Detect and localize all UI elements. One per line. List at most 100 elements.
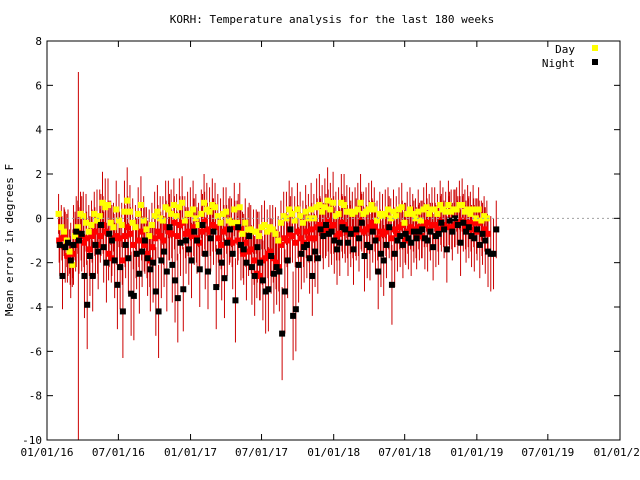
data-point-night	[457, 239, 464, 246]
data-point-night	[441, 226, 448, 233]
data-point-night	[237, 241, 244, 248]
data-point-night	[446, 217, 453, 224]
data-point-day	[264, 228, 271, 235]
data-point-day	[291, 217, 298, 224]
data-point-day	[406, 206, 413, 213]
data-point-day	[324, 197, 331, 204]
y-tick-label: -10	[22, 434, 42, 447]
data-point-night	[64, 239, 71, 246]
data-point-night	[290, 312, 297, 319]
data-point-day	[368, 202, 375, 209]
data-point-day	[390, 208, 397, 215]
data-point-mean	[157, 233, 164, 240]
data-point-night	[240, 246, 247, 253]
data-point-mean	[262, 255, 269, 262]
data-point-mean	[163, 224, 170, 231]
data-point-day	[104, 202, 111, 209]
x-tick-label: 01/01/19	[450, 446, 503, 459]
y-tick-label: 6	[35, 79, 42, 92]
data-point-night	[103, 259, 110, 266]
x-tick-label: 01/01/17	[164, 446, 217, 459]
data-point-night	[366, 244, 373, 251]
data-point-night	[196, 266, 203, 273]
data-point-mean	[415, 224, 422, 231]
data-point-mean	[470, 219, 477, 226]
data-point-mean	[160, 237, 167, 244]
data-point-day	[401, 219, 408, 226]
data-point-night	[221, 275, 228, 282]
data-point-mean	[207, 228, 214, 235]
data-point-night	[372, 237, 379, 244]
data-point-day	[453, 206, 460, 213]
data-point-mean	[198, 228, 205, 235]
data-point-night	[268, 253, 275, 260]
data-point-day	[66, 248, 73, 255]
data-point-mean	[231, 224, 238, 231]
data-point-night	[361, 253, 368, 260]
data-point-night	[86, 253, 93, 260]
data-point-night	[320, 233, 327, 240]
data-point-mean	[248, 246, 255, 253]
data-point-mean	[212, 224, 219, 231]
data-point-mean	[402, 237, 409, 244]
data-point-night	[139, 248, 146, 255]
data-point-mean	[330, 221, 337, 228]
data-point-night	[471, 235, 478, 242]
x-tick-label: 07/01/19	[521, 446, 574, 459]
data-point-day	[140, 217, 147, 224]
data-point-night	[479, 230, 486, 237]
data-point-night	[342, 226, 349, 233]
data-point-day	[275, 237, 282, 244]
data-point-night	[183, 237, 190, 244]
data-point-day	[412, 215, 419, 222]
data-point-mean	[251, 257, 258, 264]
data-point-day	[181, 217, 188, 224]
data-point-day	[398, 204, 405, 211]
data-point-mean	[130, 241, 137, 248]
data-point-day	[113, 206, 120, 213]
y-axis-label: Mean error in degrees F	[3, 164, 16, 316]
data-point-night	[194, 237, 201, 244]
data-point-day	[385, 206, 392, 213]
data-point-night	[70, 241, 77, 248]
data-point-night	[405, 235, 412, 242]
data-point-mean	[256, 272, 263, 279]
data-point-day	[151, 213, 158, 220]
data-point-night	[279, 330, 286, 337]
data-point-mean	[185, 228, 192, 235]
data-point-night	[92, 241, 99, 248]
data-point-mean	[127, 230, 134, 237]
data-point-night	[204, 268, 211, 275]
data-point-mean	[64, 253, 71, 260]
data-point-day	[192, 215, 199, 222]
data-point-mean	[303, 228, 310, 235]
data-point-day	[148, 221, 155, 228]
legend-swatch-day	[592, 45, 598, 51]
data-point-night	[207, 235, 214, 242]
data-point-day	[335, 210, 342, 217]
data-point-day	[55, 210, 62, 217]
data-point-mean	[242, 239, 249, 246]
data-point-day	[294, 206, 301, 213]
data-point-night	[59, 272, 66, 279]
data-point-night	[84, 301, 91, 308]
x-tick-label: 07/01/16	[92, 446, 145, 459]
chart-title: KORH: Temperature analysis for the last …	[170, 13, 495, 26]
data-point-night	[334, 246, 341, 253]
y-tick-label: 4	[35, 124, 42, 137]
data-point-night	[482, 237, 489, 244]
data-point-mean	[215, 235, 222, 242]
data-point-night	[328, 228, 335, 235]
data-point-day	[187, 210, 194, 217]
data-point-day	[470, 206, 477, 213]
data-point-day	[99, 199, 106, 206]
data-point-day	[61, 228, 68, 235]
data-point-night	[210, 228, 217, 235]
data-point-mean	[325, 217, 332, 224]
data-point-night	[377, 250, 384, 257]
data-point-mean	[418, 233, 425, 240]
data-point-night	[295, 261, 302, 268]
data-point-mean	[234, 237, 241, 244]
